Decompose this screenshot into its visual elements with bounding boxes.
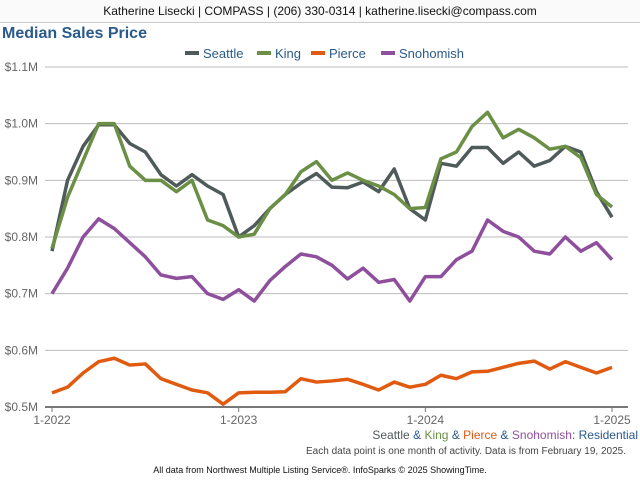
y-tick-label: $0.6M (5, 343, 38, 357)
footer-legend: Seattle & King & Pierce & Snohomish: Res… (372, 428, 638, 442)
amp: & (451, 428, 460, 442)
footer-pierce: Pierce (463, 428, 498, 442)
legend-label-pierce: Pierce (329, 46, 366, 61)
amp: & (413, 428, 422, 442)
y-tick-label: $0.5M (5, 400, 38, 414)
y-tick-label: $0.7M (5, 287, 38, 301)
footer-snohomish: Snohomish (511, 428, 572, 442)
legend-label-seattle: Seattle (203, 46, 243, 61)
y-tick-label: $0.8M (5, 230, 38, 244)
legend-label-king: King (275, 46, 301, 61)
footer-type: Residential (578, 428, 638, 442)
x-tick-label: 1-2024 (407, 413, 445, 427)
chart-title: Median Sales Price (2, 25, 147, 42)
series-line-king (50, 110, 614, 249)
y-tick-label: $1.1M (5, 60, 38, 74)
series-line-seattle (50, 123, 614, 252)
colon: : (571, 428, 576, 442)
x-tick-label: 1-2023 (220, 413, 258, 427)
agent-header: Katherine Lisecki | COMPASS | (206) 330-… (0, 0, 640, 23)
source-note: All data from Northwest Multiple Listing… (153, 465, 487, 475)
series-line-pierce (51, 356, 613, 406)
footer-seattle: Seattle (372, 428, 410, 442)
legend-label-snohomish: Snohomish (399, 46, 464, 61)
amp: & (500, 428, 509, 442)
series-line-snohomish (50, 217, 614, 303)
y-tick-label: $1.0M (5, 117, 38, 131)
y-tick-label: $0.9M (5, 173, 38, 187)
data-note: Each data point is one month of activity… (306, 446, 626, 457)
x-tick-label: 1-2025 (593, 413, 631, 427)
x-tick-label: 1-2022 (33, 413, 71, 427)
footer-king: King (424, 428, 449, 442)
